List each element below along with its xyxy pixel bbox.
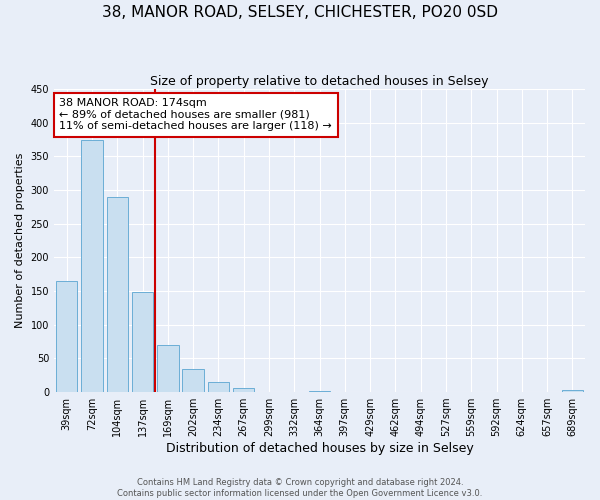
Bar [157, 345, 179, 392]
Y-axis label: Number of detached properties: Number of detached properties [15, 153, 25, 328]
Bar [56, 281, 77, 392]
Text: 38, MANOR ROAD, SELSEY, CHICHESTER, PO20 0SD: 38, MANOR ROAD, SELSEY, CHICHESTER, PO20… [102, 5, 498, 20]
Text: 38 MANOR ROAD: 174sqm
← 89% of detached houses are smaller (981)
11% of semi-det: 38 MANOR ROAD: 174sqm ← 89% of detached … [59, 98, 332, 132]
Bar [562, 390, 583, 392]
Bar [107, 197, 128, 392]
Bar [233, 388, 254, 392]
Bar [182, 368, 204, 392]
Bar [132, 292, 153, 392]
Bar [309, 390, 330, 392]
Title: Size of property relative to detached houses in Selsey: Size of property relative to detached ho… [150, 75, 489, 88]
Bar [208, 382, 229, 392]
Bar [81, 140, 103, 392]
Text: Contains HM Land Registry data © Crown copyright and database right 2024.
Contai: Contains HM Land Registry data © Crown c… [118, 478, 482, 498]
X-axis label: Distribution of detached houses by size in Selsey: Distribution of detached houses by size … [166, 442, 473, 455]
